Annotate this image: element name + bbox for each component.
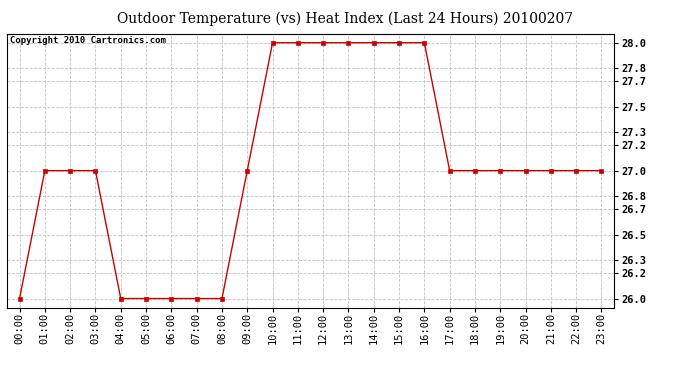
Text: Copyright 2010 Cartronics.com: Copyright 2010 Cartronics.com — [10, 36, 166, 45]
Text: Outdoor Temperature (vs) Heat Index (Last 24 Hours) 20100207: Outdoor Temperature (vs) Heat Index (Las… — [117, 11, 573, 26]
